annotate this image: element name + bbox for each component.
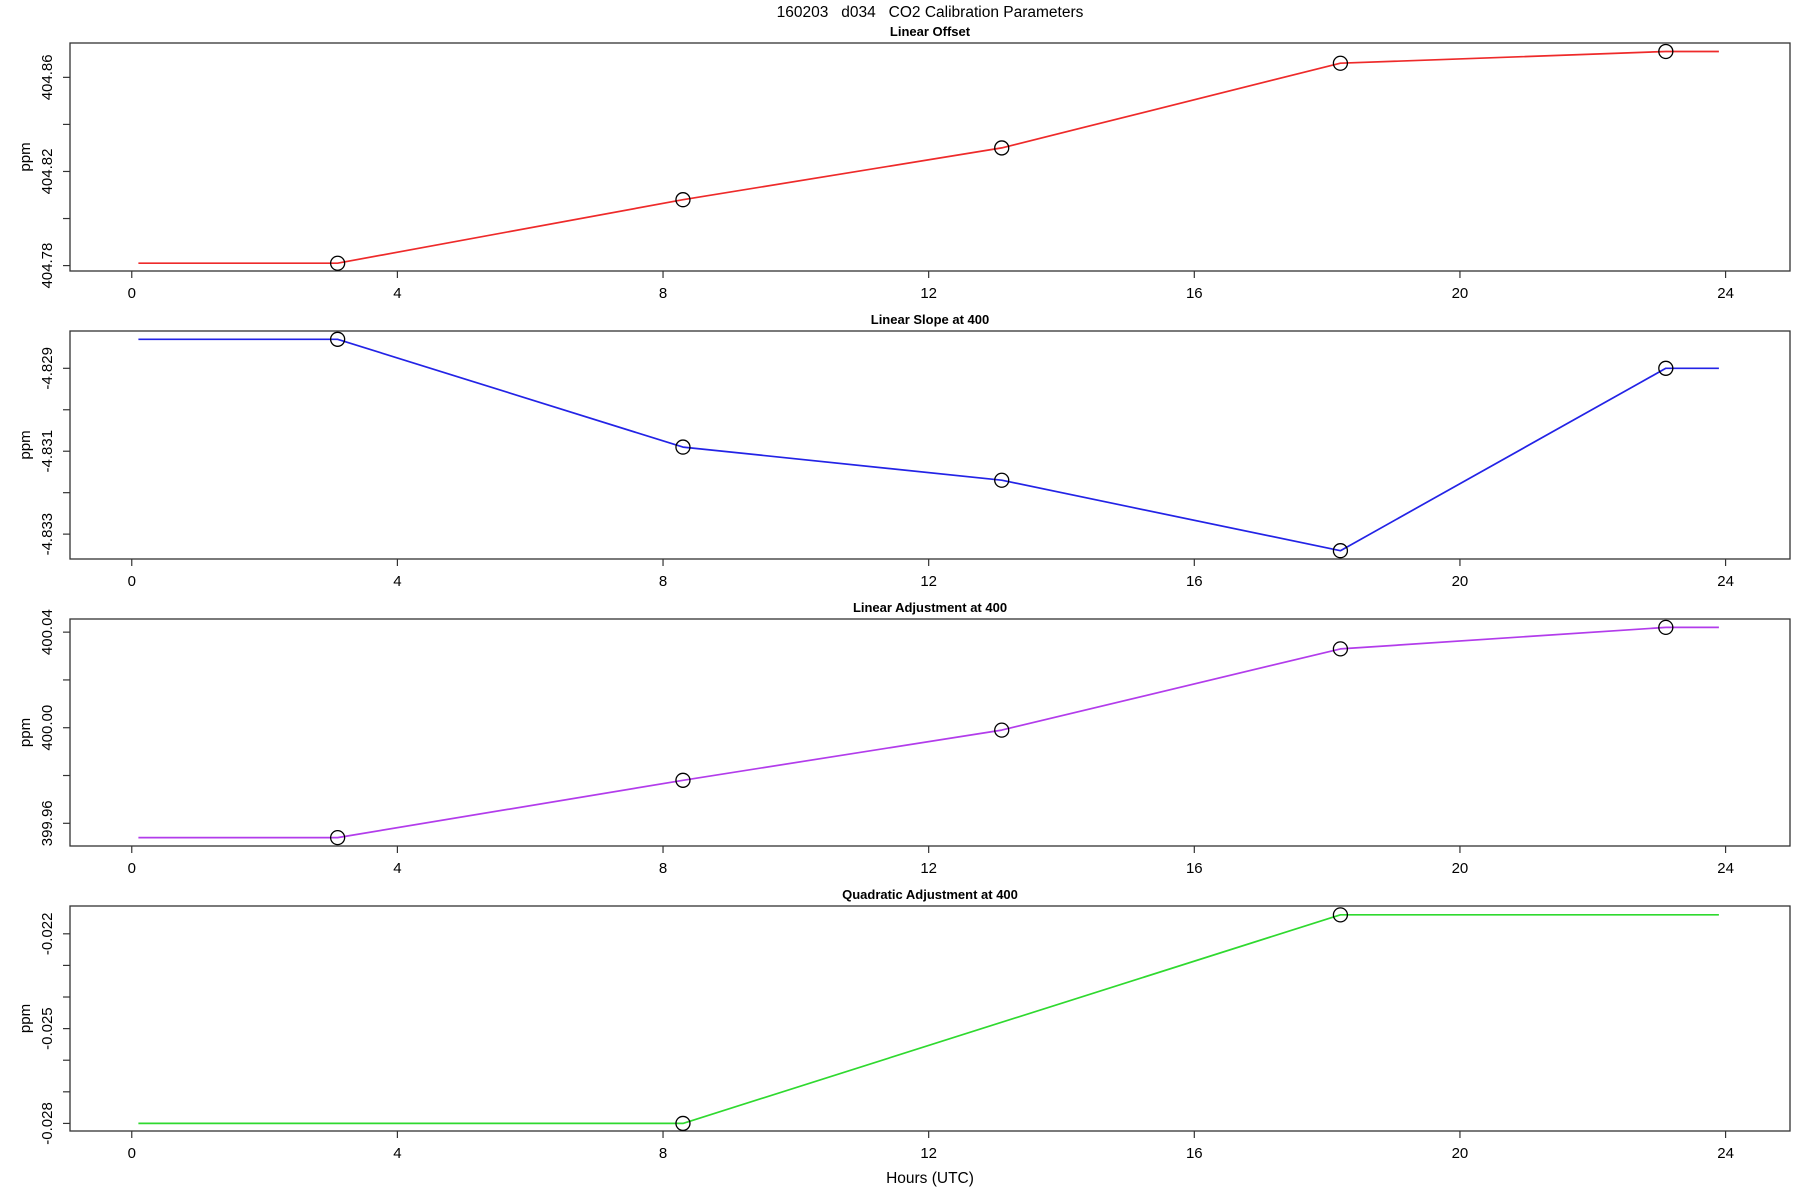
y-axis-label-ppm: ppm <box>17 718 34 747</box>
y-axis-label-ppm: ppm <box>17 1004 34 1033</box>
data-point-marker <box>675 772 691 788</box>
data-point-marker <box>675 439 691 455</box>
x-tick-label: 12 <box>920 573 937 590</box>
panel-box <box>69 905 1791 1132</box>
x-tick-label: 24 <box>1717 860 1734 877</box>
data-point-marker <box>675 1115 691 1132</box>
panel-box <box>69 330 1791 560</box>
x-tick-label: 20 <box>1452 1145 1469 1162</box>
panel-title: Quadratic Adjustment at 400 <box>842 887 1018 902</box>
data-point-marker <box>1658 360 1674 376</box>
x-tick-label: 0 <box>128 573 136 590</box>
x-tick-label: 20 <box>1452 285 1469 302</box>
data-point-marker <box>1332 55 1349 71</box>
y-tick-label: 404.86 <box>39 54 56 100</box>
chart-title: 160203 d034 CO2 Calibration Parameters <box>776 4 1084 21</box>
data-point-marker <box>675 192 691 208</box>
x-tick-label: 8 <box>659 573 667 590</box>
x-tick-label: 0 <box>128 860 136 877</box>
panel-box <box>69 42 1791 272</box>
y-tick-label: 400.04 <box>39 609 56 655</box>
y-tick-label: 400.00 <box>39 705 56 751</box>
y-axis-label-ppm: ppm <box>17 430 34 459</box>
data-point-marker <box>329 331 346 347</box>
data-point-marker <box>1658 43 1674 60</box>
x-tick-label: 0 <box>128 285 136 302</box>
x-tick-label: 24 <box>1717 285 1734 302</box>
panel-title: Linear Slope at 400 <box>871 312 990 327</box>
x-tick-label: 4 <box>393 573 401 590</box>
y-tick-label: 399.96 <box>39 800 56 846</box>
series-line <box>138 913 1719 1125</box>
x-tick-label: 20 <box>1452 573 1469 590</box>
panel-box <box>69 618 1791 847</box>
y-axis-label-ppm: ppm <box>17 142 34 171</box>
y-tick-label: -0.022 <box>39 913 56 956</box>
data-point-marker <box>1332 641 1349 657</box>
y-tick-label: -4.833 <box>39 513 56 556</box>
y-tick-label: 404.78 <box>39 243 56 289</box>
data-point-marker <box>994 472 1010 488</box>
data-point-marker <box>1658 619 1674 636</box>
series-line <box>138 626 1719 839</box>
series-line <box>138 338 1719 552</box>
panel-title: Linear Offset <box>890 24 971 39</box>
x-tick-label: 8 <box>659 860 667 877</box>
x-tick-label: 16 <box>1186 573 1203 590</box>
data-point-marker <box>1332 543 1349 559</box>
x-axis-title: Hours (UTC) <box>886 1170 974 1187</box>
data-point-marker <box>329 829 346 846</box>
x-tick-label: 12 <box>920 285 937 302</box>
x-tick-label: 12 <box>920 1145 937 1162</box>
data-point-marker <box>1332 907 1349 923</box>
series-line <box>138 50 1719 265</box>
data-point-marker <box>994 722 1010 738</box>
x-tick-label: 8 <box>659 1145 667 1162</box>
x-tick-label: 16 <box>1186 285 1203 302</box>
y-tick-label: -0.025 <box>39 1007 56 1050</box>
x-tick-label: 12 <box>920 860 937 877</box>
panel-title: Linear Adjustment at 400 <box>853 600 1007 615</box>
x-tick-label: 16 <box>1186 1145 1203 1162</box>
y-tick-label: -4.831 <box>39 430 56 473</box>
x-tick-label: 8 <box>659 285 667 302</box>
data-point-marker <box>329 255 346 271</box>
x-tick-label: 24 <box>1717 1145 1734 1162</box>
x-tick-label: 4 <box>393 1145 401 1162</box>
data-point-marker <box>994 140 1010 156</box>
x-tick-label: 4 <box>393 860 401 877</box>
x-tick-label: 16 <box>1186 860 1203 877</box>
x-tick-label: 24 <box>1717 573 1734 590</box>
x-tick-label: 0 <box>128 1145 136 1162</box>
x-tick-label: 20 <box>1452 860 1469 877</box>
y-tick-label: -0.028 <box>39 1102 56 1145</box>
y-tick-label: -4.829 <box>39 347 56 390</box>
y-tick-label: 404.82 <box>39 149 56 195</box>
x-tick-label: 4 <box>393 285 401 302</box>
